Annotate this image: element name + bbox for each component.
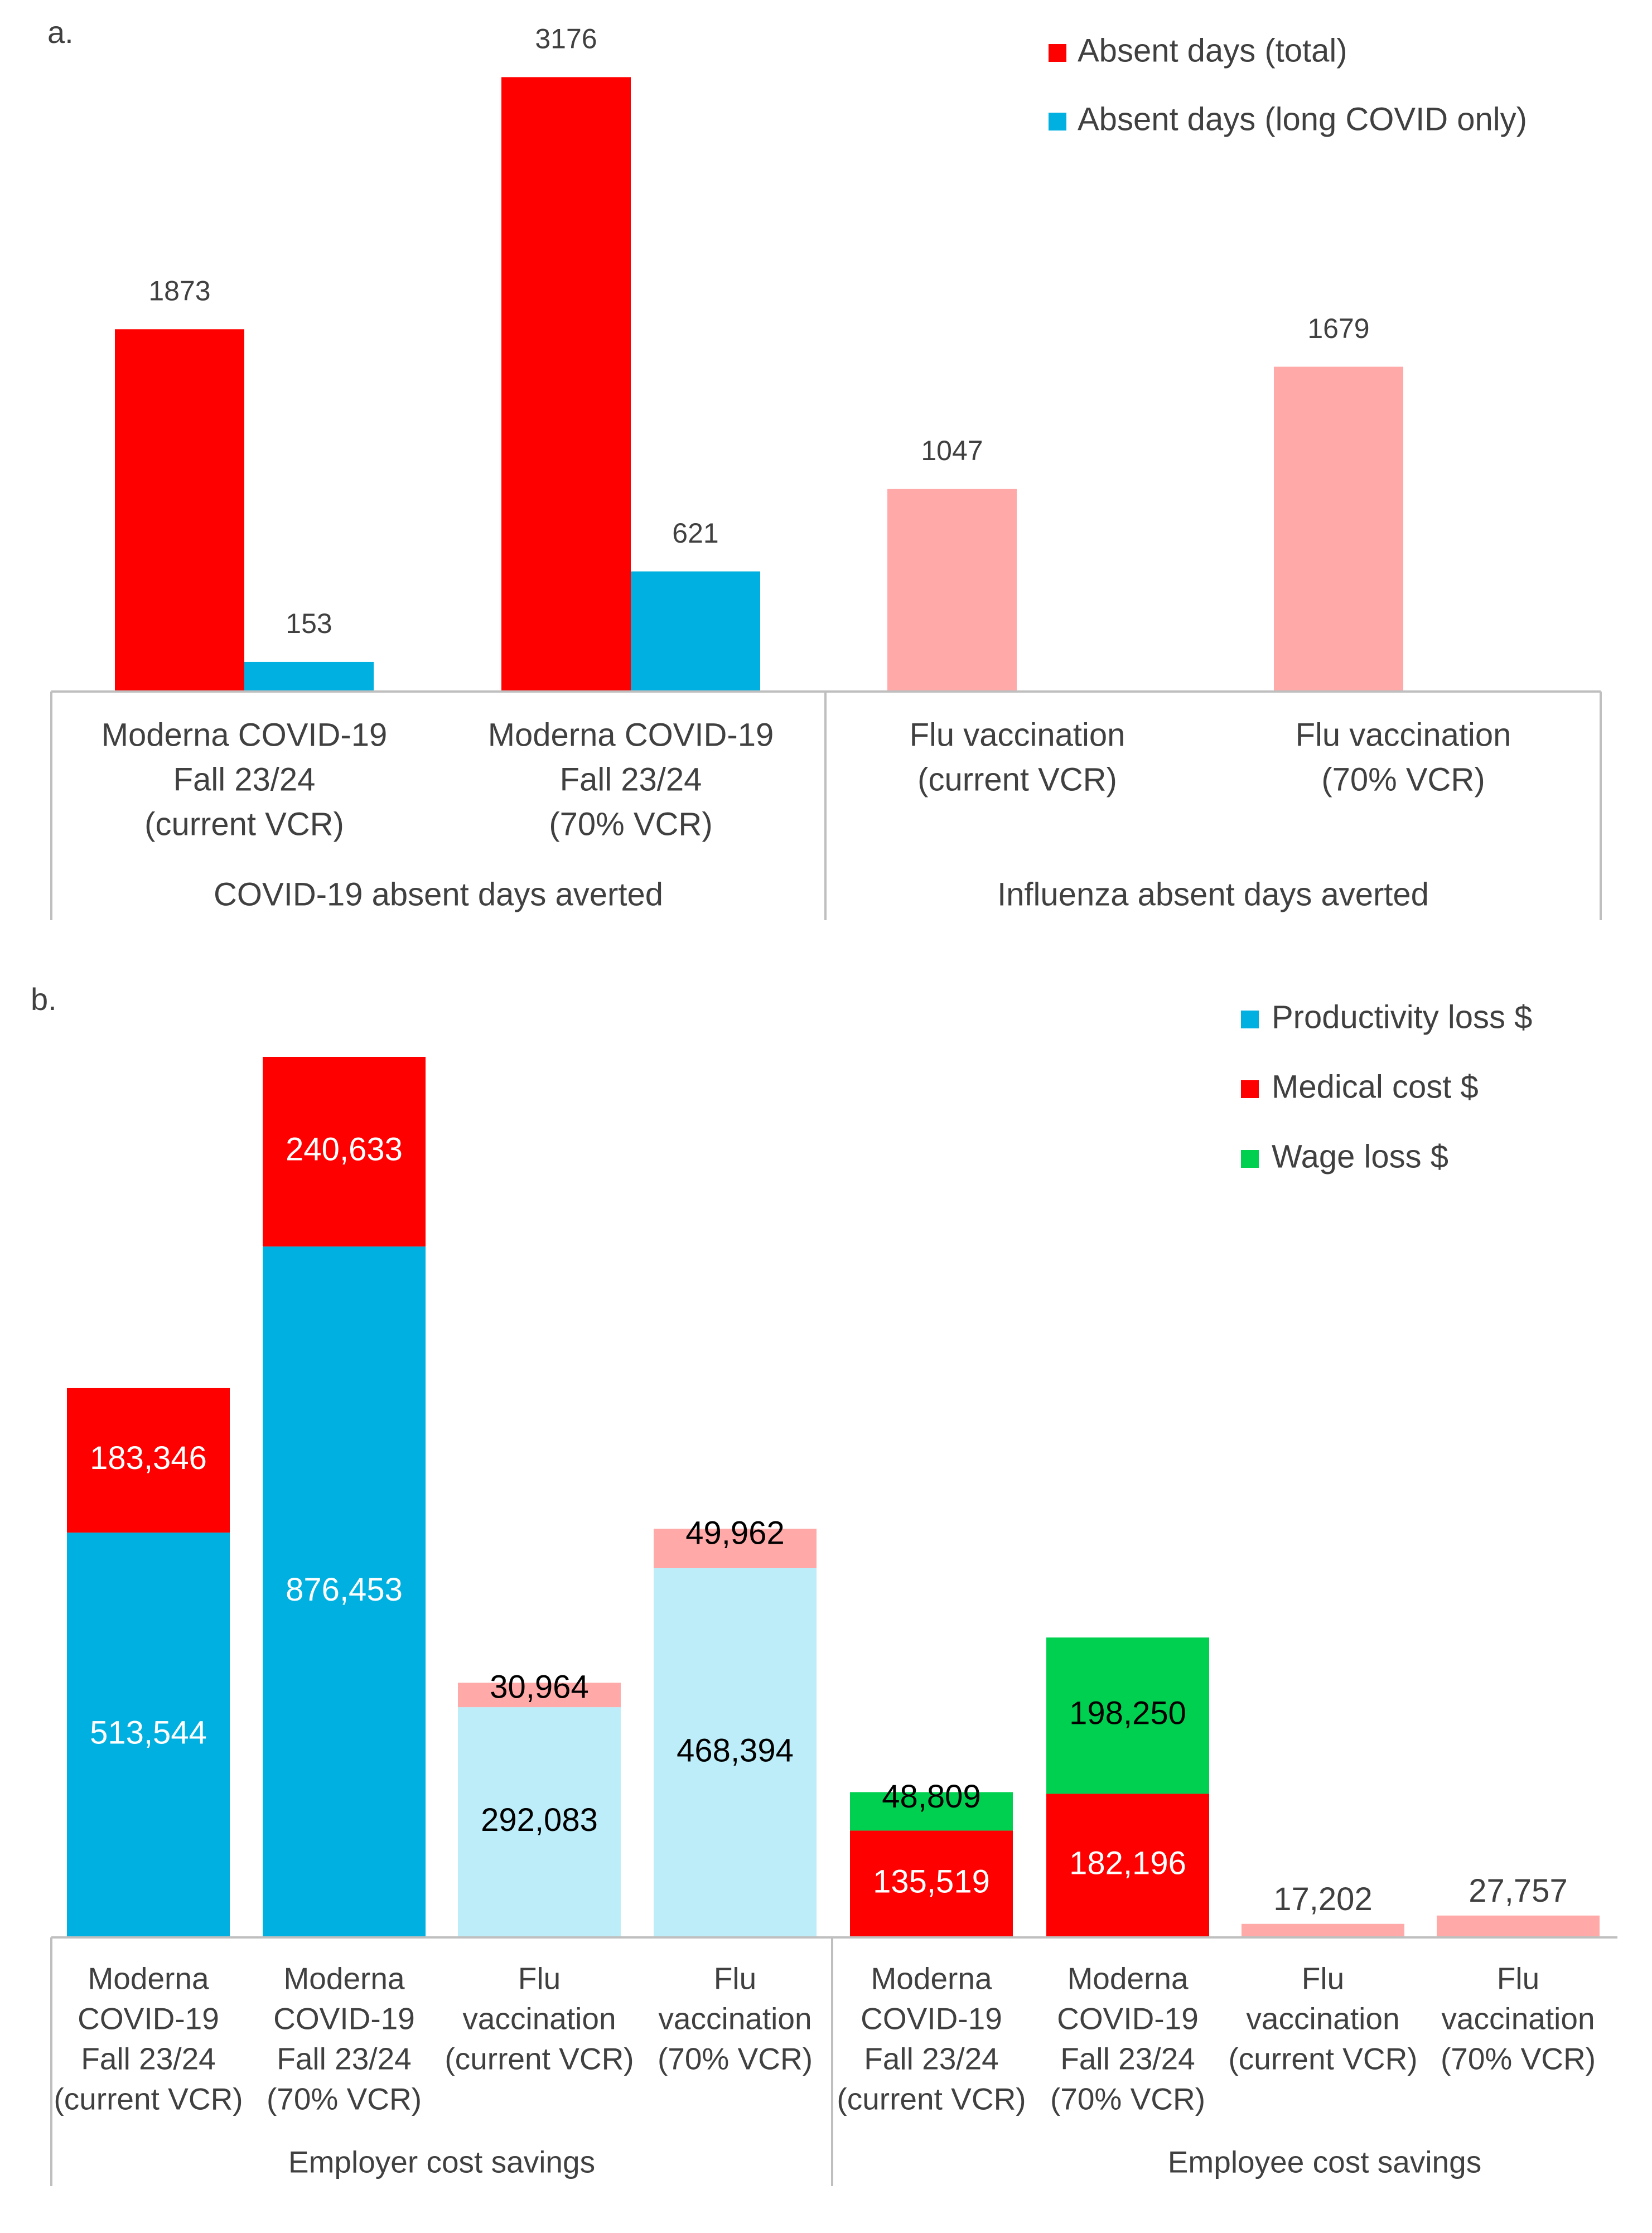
category-label: (70% VCR) [549,806,712,842]
bar-segment-productivity-loss-468394 [654,1568,817,1937]
data-label: 621 [672,518,718,549]
bar-segment-productivity-loss-876453 [263,1246,426,1937]
data-label: 3176 [535,23,597,55]
category-label: COVID-19 [273,2002,415,2036]
category-label: Flu [1302,1961,1344,1996]
bar-segment-medical-cost-182196 [1046,1794,1209,1937]
data-label: 1047 [921,435,983,466]
category-label: (70% VCR) [1050,2082,1205,2116]
bar-segment-medical-cost-17202 [1242,1923,1404,1937]
data-label: 513,544 [90,1714,207,1751]
data-label: 135,519 [873,1864,990,1900]
category-label: Moderna [871,1961,992,1996]
legend-swatch-productivity-loss [1241,1011,1259,1028]
legend-label-productivity-loss: Productivity loss $ [1272,999,1532,1035]
data-label: 198,250 [1069,1695,1186,1732]
category-label: (70% VCR) [267,2082,422,2116]
group-label-employer-cost-savings: Employer cost savings [288,2145,595,2179]
category-label: Fall 23/24 [864,2042,999,2076]
category-label: Flu [714,1961,756,1996]
bar-segment-medical-cost-49962 [654,1529,817,1568]
bar-absent-days-long-covid-only-153 [244,661,374,692]
legend-label-medical-cost: Medical cost $ [1272,1069,1479,1105]
data-label: 27,757 [1469,1873,1567,1909]
panel-a-absent-days-chart: a. Absent days (total) Absent days (long C… [47,14,1602,920]
category-label: Fall 23/24 [277,2042,412,2076]
legend-swatch-absent-days-long-covid-only [1049,113,1066,130]
data-label: 182,196 [1069,1845,1186,1882]
group-label-employee-cost-savings: Employee cost savings [1168,2145,1482,2179]
category-label: vaccination [1441,2002,1595,2036]
category-label: Moderna [1067,1961,1188,1996]
category-label: vaccination [1246,2002,1399,2036]
bar-segment-medical-cost-135519 [850,1830,1013,1937]
category-label: (current VCR) [54,2082,243,2116]
category-label: Moderna [88,1961,209,1996]
category-label: COVID-19 [861,2002,1002,2036]
panel-label: a. [47,14,74,50]
legend-swatch-medical-cost [1241,1080,1259,1098]
category-label: Fall 23/24 [560,761,702,798]
data-label: 17,202 [1273,1881,1372,1917]
category-label: (70% VCR) [658,2042,813,2076]
category-label: Flu [518,1961,561,1996]
panel-b-cost-savings-chart: b. Productivity loss $ Medical cost $ Wage … [31,982,1617,2186]
category-label: (current VCR) [445,2042,634,2076]
category-label: (current VCR) [917,761,1117,798]
category-label: COVID-19 [78,2002,219,2036]
data-label: 183,346 [90,1440,207,1476]
legend-swatch-absent-days-total [1049,44,1066,62]
category-label: Fall 23/24 [1060,2042,1195,2076]
category-label: Flu vaccination [1296,717,1511,753]
legend-label-absent-days-long-covid-only: Absent days (long COVID only) [1078,101,1527,137]
legend-label-wage-loss: Wage loss $ [1272,1138,1448,1174]
category-label: Moderna COVID-19 [488,717,774,753]
category-label: COVID-19 [1057,2002,1199,2036]
panel-label: b. [31,982,57,1017]
data-label: 240,633 [286,1131,403,1167]
category-label: (current VCR) [837,2082,1026,2116]
category-label: Moderna [283,1961,404,1996]
category-label: (70% VCR) [1441,2042,1596,2076]
bar-absent-days-total-3176 [501,77,631,692]
category-label: (70% VCR) [1321,761,1485,798]
data-label: 30,964 [490,1669,588,1705]
bar-segment-medical-cost-30964 [458,1683,621,1708]
legend-label-absent-days-total: Absent days (total) [1078,32,1347,69]
data-label: 49,962 [685,1515,784,1552]
data-label: 292,083 [481,1802,598,1838]
data-label: 48,809 [882,1778,980,1815]
data-label: 876,453 [286,1572,403,1608]
category-label: Flu [1497,1961,1539,1996]
group-label-covid-19-absent-days-averted: COVID-19 absent days averted [214,876,663,912]
legend-swatch-wage-loss [1241,1150,1259,1168]
category-label: Fall 23/24 [81,2042,216,2076]
data-label: 1873 [148,276,210,307]
bar-segment-medical-cost-183346 [67,1388,230,1533]
bar-absent-days-long-covid-only-621 [631,571,760,692]
category-label: Moderna COVID-19 [102,717,388,753]
category-label: vaccination [658,2002,811,2036]
bar-absent-days-total-1873 [115,329,244,692]
data-label: 468,394 [677,1732,794,1768]
bar-segment-wage-loss-198250 [1046,1637,1209,1794]
bar-segment-medical-cost-240633 [263,1057,426,1247]
data-label: 1679 [1307,313,1369,344]
bar-absent-days-total-1047 [887,489,1017,692]
category-label: (current VCR) [144,806,344,842]
bar-segment-productivity-loss-292083 [458,1707,621,1937]
group-label-influenza-absent-days-averted: Influenza absent days averted [997,876,1429,912]
data-label: 153 [286,608,332,639]
bar-absent-days-total-1679 [1274,366,1403,692]
category-label: vaccination [462,2002,616,2036]
category-label: Fall 23/24 [173,761,316,798]
bar-segment-productivity-loss-513544 [67,1533,230,1937]
category-label: (current VCR) [1228,2042,1417,2076]
bar-segment-medical-cost-27757 [1437,1915,1600,1937]
bar-segment-wage-loss-48809 [850,1792,1013,1831]
category-label: Flu vaccination [910,717,1126,753]
